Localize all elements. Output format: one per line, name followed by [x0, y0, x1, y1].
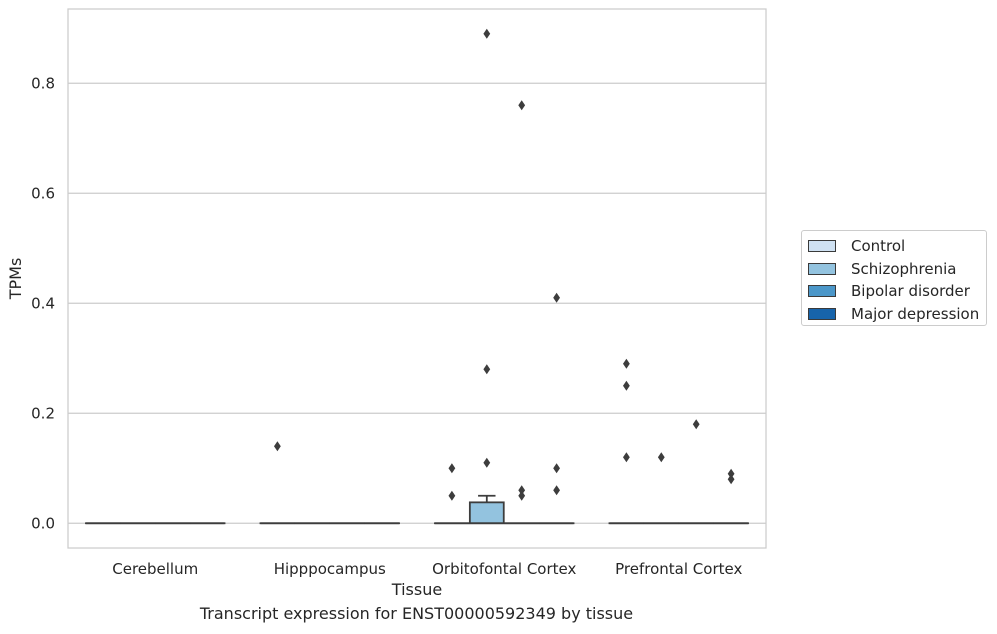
- chart-caption: Transcript expression for ENST0000059234…: [199, 604, 634, 623]
- legend-item-bipolar-disorder: Bipolar disorder: [808, 280, 986, 303]
- boxes-layer: [85, 28, 749, 525]
- legend-label-control: Control: [851, 237, 906, 256]
- box-2-2-outlier-1: [518, 485, 526, 496]
- plot-frame: [67, 8, 767, 549]
- box-2-0-outlier-1: [448, 490, 456, 501]
- box-2-2-outlier-2: [518, 490, 526, 501]
- legend-swatch-schizophrenia: [808, 262, 836, 275]
- legend: Control Schizophrenia Bipolar disorder M…: [801, 230, 987, 326]
- box-3-0-outlier-2: [623, 452, 630, 463]
- legend-swatch-control: [808, 240, 836, 253]
- box-2-1: [468, 501, 505, 525]
- x-tick-label-0: Cerebellum: [112, 560, 198, 578]
- legend-item-control: Control: [808, 235, 986, 258]
- y-tick-labels: 0.0 0.2 0.4 0.6 0.8: [31, 74, 55, 532]
- y-tick-label-0: 0.0: [31, 514, 55, 532]
- box-2-3-outlier-0: [553, 292, 560, 303]
- box-3-0-outlier-1: [623, 380, 630, 391]
- x-tick-label-2: Orbitofontal Cortex: [432, 560, 576, 578]
- box-2-1-outlier-0: [483, 28, 491, 39]
- legend-label-major-depression: Major depression: [851, 304, 980, 323]
- legend-item-major-depression: Major depression: [808, 303, 986, 326]
- legend-swatch-bipolar-disorder: [808, 285, 836, 298]
- x-tick-label-1: Hipppocampus: [274, 560, 386, 578]
- y-tick-label-1: 0.2: [31, 404, 55, 422]
- legend-item-schizophrenia: Schizophrenia: [808, 258, 986, 281]
- x-tick-labels: Cerebellum Hipppocampus Orbitofontal Corte…: [112, 560, 742, 578]
- y-tick-label-2: 0.4: [31, 294, 55, 312]
- box-3-2-outlier-0: [692, 419, 700, 430]
- box-2-1-outlier-2: [483, 457, 491, 468]
- box-2-3-outlier-1: [553, 463, 560, 474]
- legend-label-schizophrenia: Schizophrenia: [851, 259, 957, 278]
- box-3-0-outlier-0: [623, 358, 630, 369]
- legend-label-bipolar-disorder: Bipolar disorder: [851, 282, 970, 301]
- x-tick-label-3: Prefrontal Cortex: [615, 560, 742, 578]
- x-axis-label: Tissue: [391, 580, 442, 599]
- legend-swatch-major-depression: [808, 307, 836, 320]
- box-2-3-outlier-2: [553, 485, 560, 496]
- box-3-3-outlier-0: [727, 468, 735, 479]
- box-2-2-outlier-0: [518, 100, 526, 111]
- box-2-1-outlier-1: [483, 364, 491, 375]
- y-axis-label: TPMs: [6, 258, 25, 301]
- box-3-1-outlier-0: [657, 452, 665, 463]
- y-tick-label-4: 0.8: [31, 74, 55, 92]
- box-3-3-outlier-1: [727, 474, 735, 485]
- y-tick-label-3: 0.6: [31, 184, 55, 202]
- box-1-0-outlier-0: [274, 441, 281, 452]
- box-2-0-outlier-0: [448, 463, 456, 474]
